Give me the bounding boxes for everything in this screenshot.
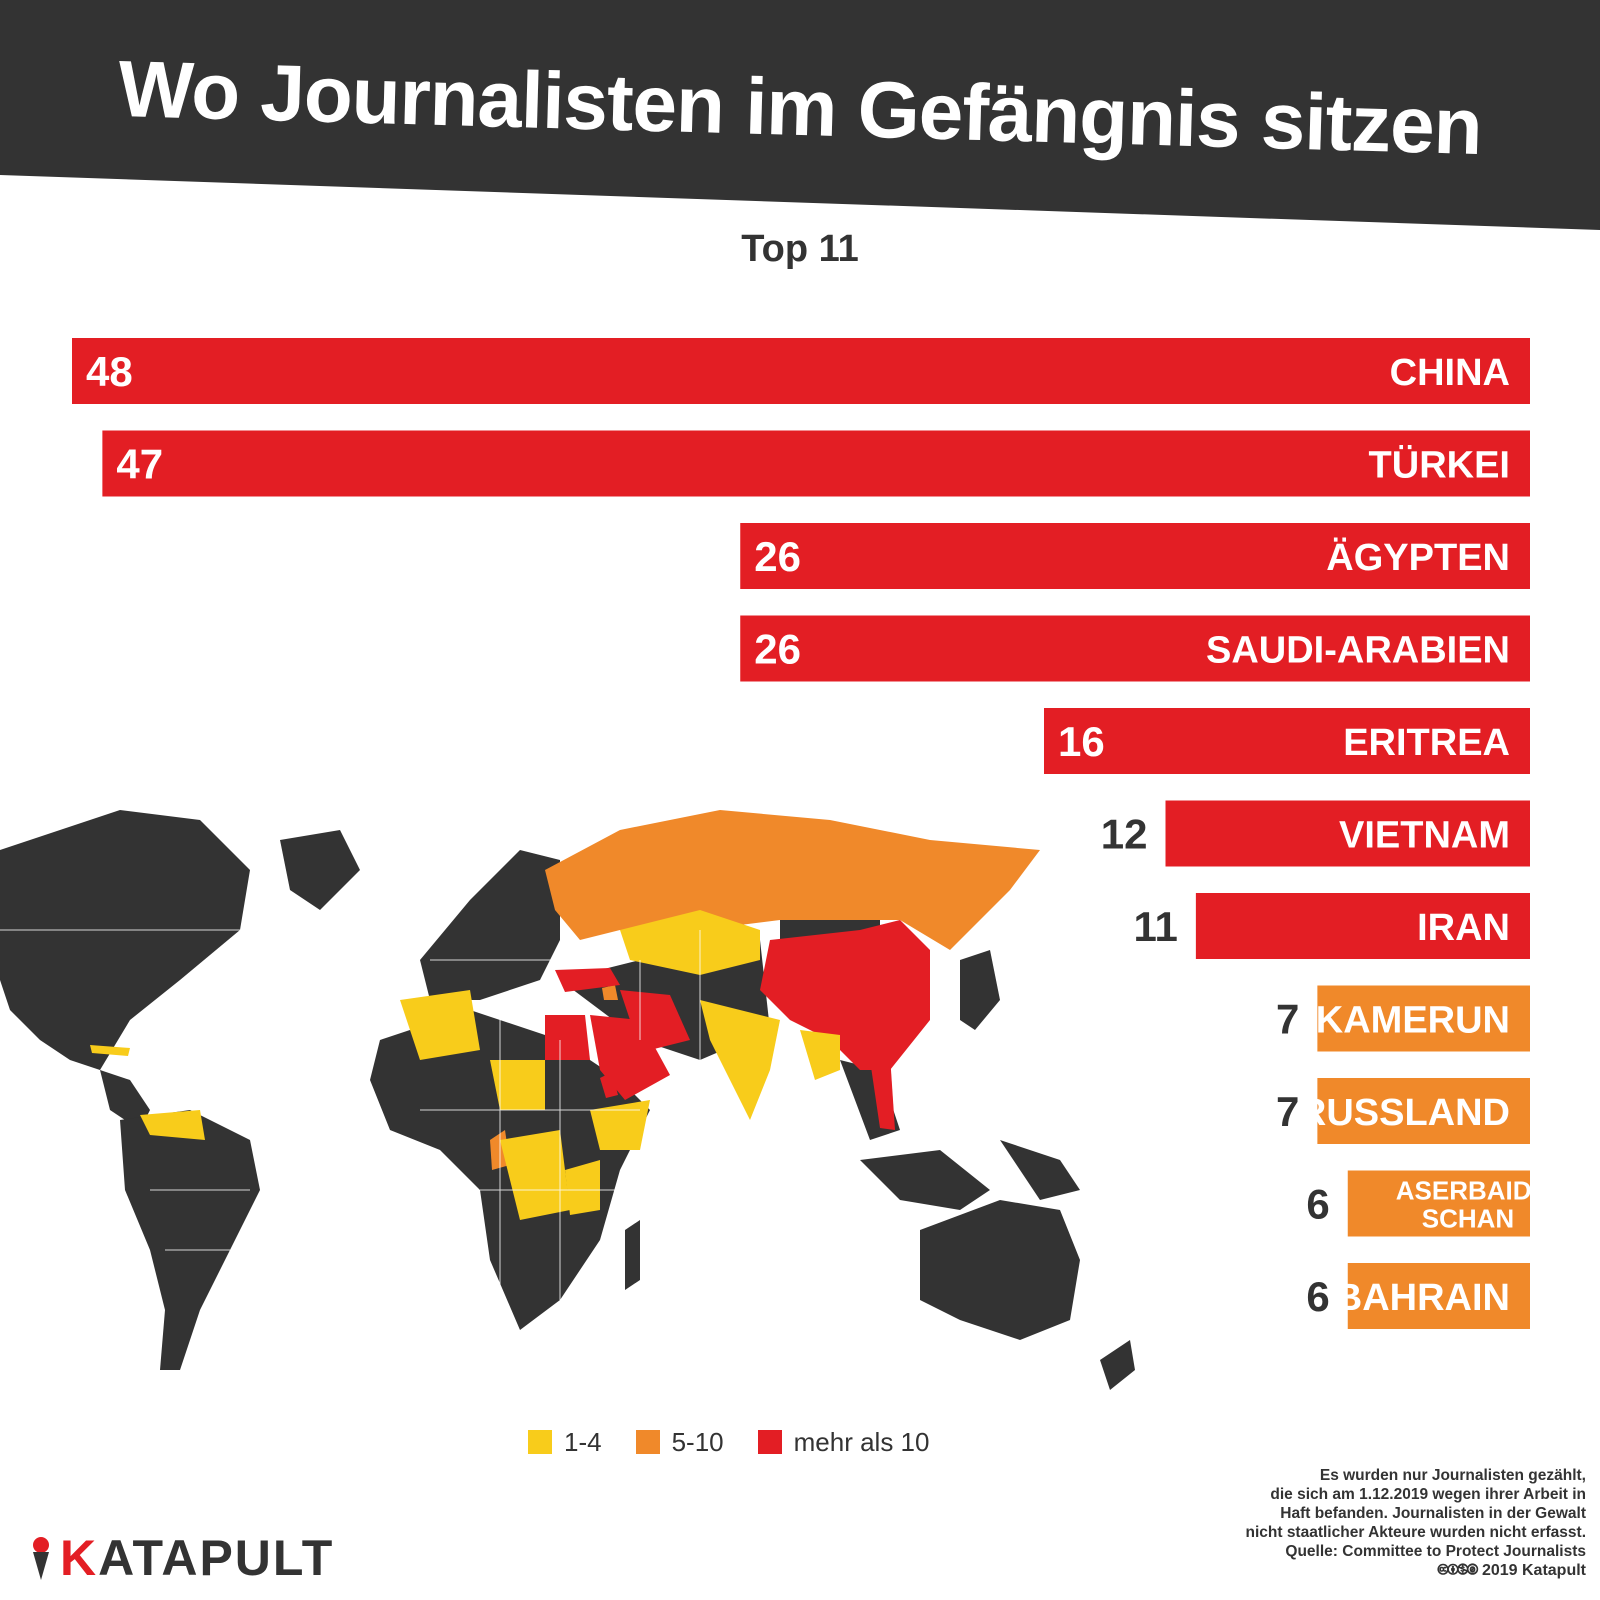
bar-group: 6 BAHRAIN (1306, 1263, 1530, 1329)
bar (740, 615, 1530, 682)
chart-subtitle: Top 11 (741, 228, 859, 270)
category-label: VIETNAM (1339, 815, 1510, 857)
bar-group: 12 VIETNAM (1101, 800, 1530, 867)
value-label: 48 (86, 348, 133, 395)
legend-item-5-10: 5-10 (635, 1426, 724, 1458)
source-note: Es wurden nur Journalisten gezählt, die … (1116, 1466, 1586, 1580)
legend-item-1-4: 1-4 (528, 1427, 602, 1458)
bar (740, 523, 1530, 589)
bar-group: 16 ERITREA (1044, 708, 1530, 774)
bar-group: 11 IRAN (1133, 893, 1530, 959)
note-line: nicht staatlicher Akteure wurden nicht e… (1245, 1524, 1586, 1541)
category-label: TÜRKEI (1369, 444, 1510, 487)
value-label: 6 (1306, 1273, 1329, 1320)
value-label: 16 (1058, 718, 1105, 765)
category-label: SCHAN (1422, 1204, 1514, 1234)
note-line: Es wurden nur Journalisten gezählt, (1319, 1467, 1586, 1484)
value-label: 7 (1276, 1088, 1299, 1135)
bar-group: 7 KAMERUN (1276, 985, 1530, 1052)
bar-group: 47 TÜRKEI (102, 430, 1530, 497)
category-label: SAUDI-ARABIEN (1206, 630, 1510, 672)
legend-label: mehr als 10 (793, 1426, 930, 1457)
value-label: 6 (1306, 1181, 1329, 1228)
bar-group: 26 ÄGYPTEN (740, 523, 1530, 589)
note-line: Haft befanden. Journalisten in der Gewal… (1280, 1505, 1586, 1522)
value-label: 12 (1101, 811, 1148, 858)
map-red-countries (545, 920, 930, 1130)
bar-group: 6 ASERBAID-SCHAN (1306, 1170, 1540, 1237)
legend: 1-4 5-10 mehr als 10 (528, 1422, 929, 1462)
source-line: Quelle: Committee to Protect Journalists (1285, 1543, 1586, 1560)
bar (102, 430, 1530, 497)
title-banner (0, 0, 1600, 240)
license-line: 🅭🅯🄏🄍 2019 Katapult (1438, 1562, 1586, 1579)
map-borders (0, 929, 701, 1330)
category-label: ÄGYPTEN (1326, 536, 1510, 579)
catapult-icon (33, 1537, 49, 1580)
category-label: ERITREA (1343, 722, 1510, 764)
legend-swatch-red (757, 1430, 782, 1454)
category-label: IRAN (1417, 907, 1510, 949)
bar-group: 26 SAUDI-ARABIEN (740, 615, 1530, 682)
logo-letters: ATAPULT (98, 1530, 335, 1586)
bar (1195, 893, 1530, 959)
legend-swatch-orange (635, 1430, 660, 1454)
bar (1044, 708, 1530, 774)
bar (1165, 800, 1530, 867)
value-label: 11 (1133, 903, 1177, 950)
legend-item-more-than-10: mehr als 10 (757, 1426, 930, 1458)
value-label: 7 (1276, 996, 1299, 1043)
map-yellow-countries (90, 910, 840, 1220)
category-label: BAHRAIN (1335, 1277, 1510, 1319)
legend-swatch-yellow (528, 1430, 552, 1454)
bar (1347, 1170, 1530, 1237)
category-label: RUSSLAND (1299, 1092, 1510, 1134)
bar (1317, 985, 1530, 1052)
category-label: KAMERUN (1316, 1000, 1510, 1042)
logo-text: KATAPULT (60, 1529, 334, 1587)
legend-label: 1-4 (564, 1426, 602, 1457)
legend-label: 5-10 (671, 1426, 724, 1457)
category-label: CHINA (1390, 352, 1510, 394)
category-label: ASERBAID- (1396, 1176, 1540, 1206)
bar (72, 338, 1530, 404)
banner-background (0, 0, 1600, 230)
world-map (0, 810, 1135, 1390)
bar-group: 48 CHINA (72, 338, 1530, 404)
bar (1317, 1078, 1530, 1144)
value-label: 47 (116, 441, 163, 488)
note-line: die sich am 1.12.2019 wegen ihrer Arbeit… (1270, 1486, 1586, 1503)
bar (1347, 1263, 1530, 1329)
logo-letter-k: K (60, 1530, 99, 1586)
value-label: 26 (754, 533, 801, 580)
katapult-logo: KATAPULT (30, 1528, 334, 1588)
value-label: 26 (754, 626, 801, 673)
bar-group: 7 RUSSLAND (1276, 1078, 1530, 1144)
